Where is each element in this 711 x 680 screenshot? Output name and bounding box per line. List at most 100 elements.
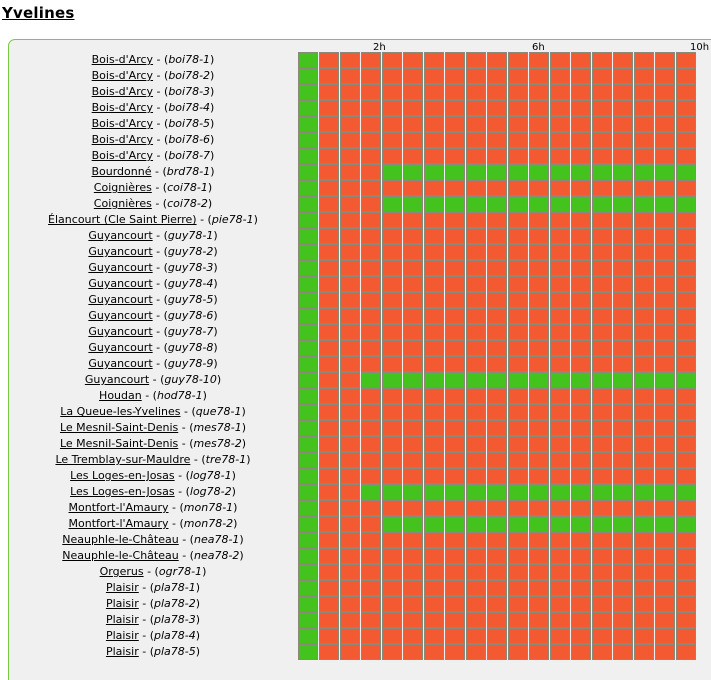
status-cell-down xyxy=(319,324,339,340)
status-cell-up xyxy=(571,484,591,500)
status-cell-down xyxy=(445,596,465,612)
station-city-link[interactable]: Bois-d'Arcy xyxy=(91,85,154,98)
station-city-link[interactable]: Neauphle-le-Château xyxy=(62,533,179,546)
station-city-link[interactable]: Le Tremblay-sur-Mauldre xyxy=(55,453,191,466)
status-cell-down xyxy=(445,340,465,356)
status-cell-up xyxy=(298,436,318,452)
station-city-link[interactable]: Guyancourt xyxy=(88,245,153,258)
station-city-link[interactable]: Montfort-l'Amaury xyxy=(68,517,169,530)
station-code: guy78-2 xyxy=(167,245,214,258)
station-city-link[interactable]: Bois-d'Arcy xyxy=(91,53,154,66)
status-cell-down xyxy=(466,548,486,564)
status-cell-down xyxy=(634,116,654,132)
status-cell-up xyxy=(445,196,465,212)
label-separator: - ( xyxy=(153,101,169,114)
status-cell-up xyxy=(613,196,633,212)
status-cell-down xyxy=(487,260,507,276)
station-city-link[interactable]: Houdan xyxy=(99,389,142,402)
station-city-link[interactable]: Bois-d'Arcy xyxy=(91,69,154,82)
station-city-link[interactable]: Bois-d'Arcy xyxy=(91,133,154,146)
station-city-link[interactable]: Coignières xyxy=(93,181,152,194)
label-paren-close: ) xyxy=(207,181,213,194)
status-cell-down xyxy=(529,644,549,660)
status-cell-down xyxy=(592,148,612,164)
status-cell-down xyxy=(466,644,486,660)
status-cell-down xyxy=(592,388,612,404)
status-cell-down xyxy=(676,324,696,340)
station-city-link[interactable]: Bourdonné xyxy=(91,165,152,178)
station-city-link[interactable]: Guyancourt xyxy=(88,341,153,354)
status-cell-up xyxy=(361,372,381,388)
status-cell-up xyxy=(676,372,696,388)
station-city-link[interactable]: Bois-d'Arcy xyxy=(91,117,154,130)
station-city-link[interactable]: Le Mesnil-Saint-Denis xyxy=(59,437,179,450)
station-city-link[interactable]: Bois-d'Arcy xyxy=(91,101,154,114)
status-cell-up xyxy=(298,164,318,180)
label-separator: - ( xyxy=(152,341,168,354)
status-cell-down xyxy=(571,532,591,548)
status-cell-down xyxy=(445,276,465,292)
label-separator: - ( xyxy=(138,629,154,642)
station-city-link[interactable]: Guyancourt xyxy=(88,261,153,274)
status-cell-down xyxy=(403,212,423,228)
status-cell-down xyxy=(487,420,507,436)
station-city-link[interactable]: Plaisir xyxy=(105,613,139,626)
label-separator: - ( xyxy=(152,229,168,242)
status-cell-down xyxy=(550,580,570,596)
status-cell-down xyxy=(361,628,381,644)
station-city-link[interactable]: Neauphle-le-Château xyxy=(62,549,179,562)
status-cell-up xyxy=(424,372,444,388)
status-cell-up xyxy=(403,164,423,180)
status-cell-down xyxy=(403,404,423,420)
status-cell-up xyxy=(382,484,402,500)
status-cell-down xyxy=(508,500,528,516)
status-cell-down xyxy=(424,308,444,324)
station-city-link[interactable]: Guyancourt xyxy=(88,229,153,242)
status-cell-down xyxy=(676,228,696,244)
status-cell-up xyxy=(424,196,444,212)
station-label: Le Tremblay-sur-Mauldre - (tre78-1) xyxy=(9,452,297,468)
status-cell-down xyxy=(529,292,549,308)
station-city-link[interactable]: Plaisir xyxy=(105,629,139,642)
station-city-link[interactable]: Les Loges-en-Josas xyxy=(70,469,175,482)
status-cell-down xyxy=(319,276,339,292)
station-city-link[interactable]: Guyancourt xyxy=(88,325,153,338)
status-timeline xyxy=(298,260,697,276)
status-cell-down xyxy=(424,500,444,516)
status-cell-down xyxy=(445,436,465,452)
status-cell-down xyxy=(487,548,507,564)
station-city-link[interactable]: Plaisir xyxy=(105,597,139,610)
station-city-link[interactable]: Coignières xyxy=(93,197,152,210)
status-cell-down xyxy=(550,404,570,420)
station-city-link[interactable]: Élancourt (Cle Saint Pierre) xyxy=(48,213,197,226)
station-city-link[interactable]: Guyancourt xyxy=(88,293,153,306)
station-code: coi78-1 xyxy=(167,181,208,194)
status-cell-down xyxy=(676,244,696,260)
status-cell-down xyxy=(382,276,402,292)
status-cell-down xyxy=(487,276,507,292)
station-city-link[interactable]: Guyancourt xyxy=(84,373,150,386)
status-cell-down xyxy=(319,116,339,132)
station-city-link[interactable]: Plaisir xyxy=(105,581,139,594)
status-cell-up xyxy=(592,196,612,212)
station-city-link[interactable]: Les Loges-en-Josas xyxy=(70,485,175,498)
status-cell-down xyxy=(529,68,549,84)
station-city-link[interactable]: Guyancourt xyxy=(88,277,153,290)
status-cell-down xyxy=(550,420,570,436)
status-cell-down xyxy=(592,68,612,84)
station-city-link[interactable]: La Queue-les-Yvelines xyxy=(60,405,181,418)
station-city-link[interactable]: Le Mesnil-Saint-Denis xyxy=(59,421,179,434)
status-cell-up xyxy=(298,292,318,308)
station-city-link[interactable]: Guyancourt xyxy=(88,357,153,370)
station-city-link[interactable]: Bois-d'Arcy xyxy=(91,149,154,162)
station-city-link[interactable]: Plaisir xyxy=(105,645,139,658)
station-city-link[interactable]: Montfort-l'Amaury xyxy=(68,501,169,514)
status-cell-up xyxy=(445,372,465,388)
status-cell-up xyxy=(298,68,318,84)
status-cell-down xyxy=(634,212,654,228)
station-city-link[interactable]: Orgerus xyxy=(99,565,144,578)
status-cell-down xyxy=(676,420,696,436)
status-cell-down xyxy=(466,628,486,644)
status-cell-down xyxy=(592,596,612,612)
station-city-link[interactable]: Guyancourt xyxy=(88,309,153,322)
